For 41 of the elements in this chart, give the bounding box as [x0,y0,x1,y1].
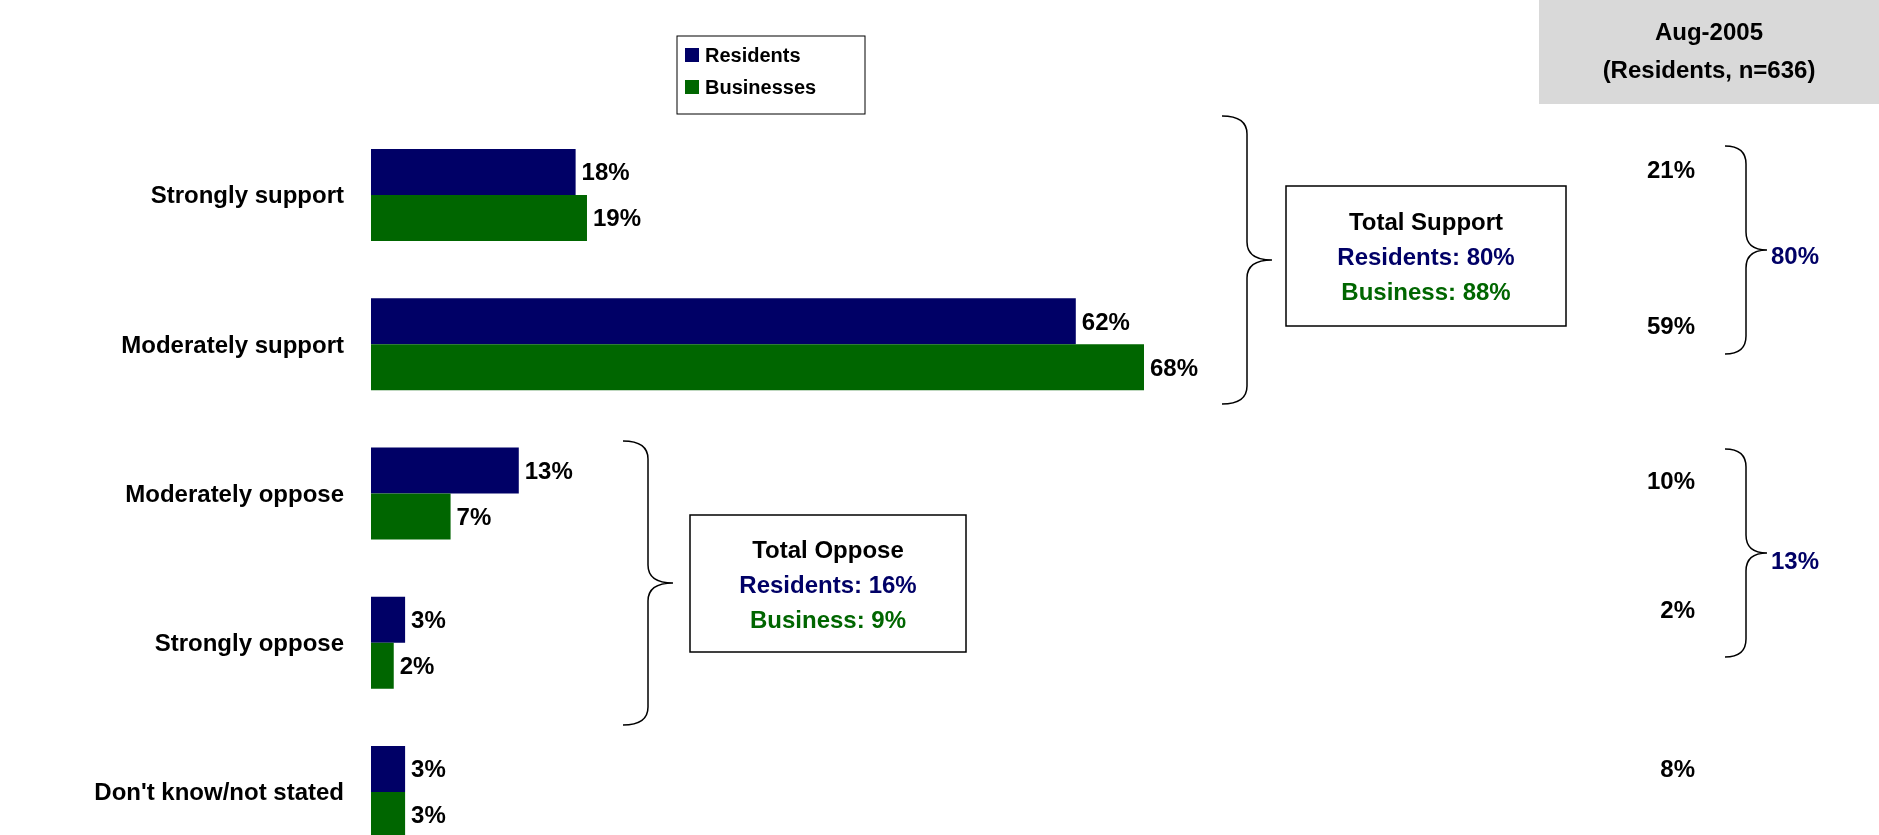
annotation: Residents: 16% [739,571,917,599]
bar [371,195,587,241]
y-tick-label: Strongly support [150,181,344,209]
data-label: 3% [411,801,446,829]
text: Total Support [1348,208,1504,236]
annotation: Total Oppose [752,536,904,564]
data-label: 7% [456,502,492,530]
data-label: 13% [524,456,573,484]
bar [371,344,1144,391]
legend-label: Businesses [705,76,817,98]
text: 13% [1770,547,1820,575]
text: Residents: 80% [1337,243,1515,271]
y-tick-label: Don't know/not stated [94,778,344,806]
y-tick-label: Moderately support [121,330,344,358]
text: (Residents, n=636) [1602,56,1816,84]
data-label: 18% [581,158,630,186]
data-label: 62% [1081,307,1130,335]
y-tick-label: Moderately oppose [125,479,344,507]
data-label: 19% [592,204,642,232]
bar [371,298,1076,345]
data-label: 68% [1150,353,1199,381]
text: 80% [1770,242,1820,270]
text: 59% [1646,312,1695,340]
text: 10% [1646,467,1695,495]
annotation: Business: 9% [749,606,907,634]
bar [371,642,394,689]
bar [371,493,451,540]
text: Business: 88% [1341,278,1511,306]
data-label: 3% [411,606,446,634]
data-label: 2% [399,652,435,680]
bar [371,746,406,792]
bar [371,596,406,643]
data-label: 3% [411,755,446,783]
bar [371,149,576,195]
text: Aug-2005 [1654,18,1764,46]
text: 2% [1660,596,1695,624]
text: 8% [1660,755,1695,783]
legend-label: Residents [705,44,801,66]
text: 21% [1646,156,1695,184]
bar [371,447,519,494]
y-tick-label: Strongly oppose [154,629,344,657]
